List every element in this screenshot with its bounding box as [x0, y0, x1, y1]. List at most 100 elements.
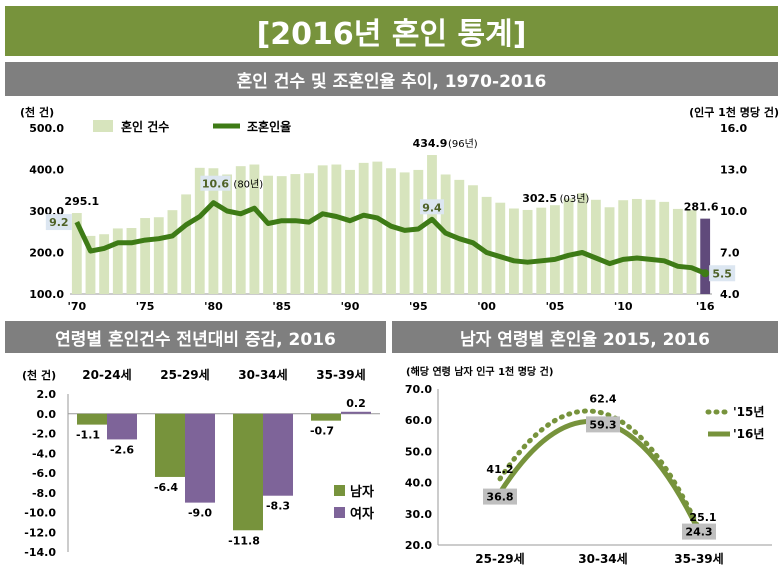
- bar-marriages: [85, 235, 96, 294]
- data-label-bg: [483, 488, 517, 505]
- y-left-tick-label: 200.0: [29, 247, 64, 260]
- data-label: 25.1: [689, 511, 716, 524]
- y-left-tick-label: 100.0: [29, 288, 64, 301]
- legend-swatch-female: [334, 507, 345, 518]
- bar-marriages: [71, 213, 82, 294]
- y-tick-label: 30.0: [405, 508, 432, 521]
- right-chart-title: 남자 연령별 혼인율 2015, 2016: [392, 321, 778, 353]
- bar-male: [233, 413, 263, 531]
- x-tick-label: '75: [136, 300, 155, 313]
- y-tick-label: 50.0: [405, 445, 432, 458]
- bar-female: [107, 413, 137, 440]
- y-tick-label: 20.0: [405, 539, 432, 552]
- category-label: 20-24세: [82, 367, 131, 382]
- data-label: 10.6: [202, 178, 229, 191]
- bar-marriages: [181, 194, 192, 294]
- y-right-tick-label: 4.0: [720, 288, 740, 301]
- legend-label-male: 남자: [350, 484, 374, 500]
- data-label: -0.7: [310, 425, 334, 438]
- bar-marriages: [577, 193, 588, 294]
- x-tick-label: '00: [477, 300, 496, 313]
- category-label: 35-39세: [674, 551, 723, 566]
- bar-marriages: [700, 218, 711, 294]
- bar-marriages: [686, 210, 697, 294]
- data-label: -11.8: [228, 534, 260, 547]
- top-chart-title: 혼인 건수 및 조혼인율 추이, 1970-2016: [5, 62, 778, 96]
- x-tick-label: '05: [546, 300, 565, 313]
- legend-swatch-bars: [93, 120, 113, 132]
- y-tick-label: 2.0: [37, 388, 57, 401]
- y-right-tick-label: 7.0: [720, 247, 740, 260]
- data-label-note: (80년): [233, 179, 263, 191]
- y-tick-label: -14.0: [24, 546, 56, 559]
- bar-marriages: [536, 207, 547, 294]
- category-label: 35-39세: [316, 367, 365, 382]
- data-label: 24.3: [685, 526, 712, 539]
- y-unit: (해당 연령 남자 인구 1천 명당 건): [406, 365, 553, 378]
- y-right-tick-label: 10.0: [720, 205, 747, 218]
- data-label: 9.2: [49, 216, 69, 229]
- data-label-bg: [419, 199, 444, 215]
- bar-marriages: [358, 162, 369, 294]
- bar-marriages: [235, 166, 246, 294]
- bar-marriages: [590, 199, 601, 294]
- bar-marriages: [99, 234, 110, 294]
- bar-marriages: [304, 173, 314, 294]
- x-tick-label: '90: [341, 300, 360, 313]
- data-label-bg: [586, 416, 620, 433]
- bar-marriages: [631, 198, 642, 294]
- marriage-trend-chart: 100.0200.0300.0400.0500.04.07.010.013.01…: [20, 105, 779, 313]
- bar-marriages: [509, 208, 519, 294]
- bar-marriages: [481, 196, 492, 294]
- page-title: [2016년 혼인 통계]: [5, 6, 778, 56]
- legend-swatch-male: [334, 485, 345, 496]
- data-label: 62.4: [589, 393, 616, 406]
- bar-marriages: [399, 172, 410, 294]
- legend-label-female: 여자: [350, 506, 374, 522]
- data-label: 41.2: [486, 463, 513, 476]
- y-tick-label: 40.0: [405, 477, 432, 490]
- data-label: 9.4: [422, 201, 442, 214]
- data-label: -9.0: [188, 507, 212, 520]
- bar-marriages: [249, 164, 260, 294]
- bar-male: [77, 413, 107, 425]
- y-right-tick-label: 16.0: [720, 122, 747, 135]
- bar-marriages: [208, 168, 219, 294]
- bar-marriages: [263, 175, 273, 294]
- y-tick-label: -6.0: [32, 467, 56, 480]
- legend-label-bars: 혼인 건수: [121, 119, 169, 134]
- legend-label-line: 조혼인율: [247, 119, 291, 134]
- line-crude-rate: [74, 200, 707, 276]
- y-left-tick-label: 500.0: [29, 122, 64, 135]
- data-label: 59.3: [589, 418, 616, 431]
- data-label: 281.6: [684, 201, 719, 214]
- y-right-unit: (인구 1천 명당 건): [689, 105, 779, 119]
- y-tick-label: -8.0: [32, 487, 56, 500]
- legend-label-2015: '15년: [733, 405, 764, 419]
- legend-label-2016: '16년: [733, 427, 764, 441]
- x-tick-label: '16: [696, 300, 715, 313]
- age-change-chart: 2.0 0.0 -2.0 -4.0 -6.0 -8.0 -10.0 -12.0 -14.0 (천 …: [22, 367, 380, 559]
- bar-marriages: [645, 199, 656, 294]
- bar-marriages: [659, 201, 670, 294]
- data-label: -8.3: [266, 500, 290, 513]
- bar-marriages: [522, 209, 533, 294]
- y-tick-label: 70.0: [405, 383, 432, 396]
- y-tick-label: -12.0: [24, 526, 56, 539]
- bar-marriages: [618, 200, 629, 294]
- data-label-bg: [682, 523, 716, 540]
- data-label: 295.1: [64, 195, 99, 208]
- x-tick-label: '85: [272, 300, 291, 313]
- x-tick-label: '80: [204, 300, 223, 313]
- x-tick-label: '10: [614, 300, 633, 313]
- category-label: 25-29세: [160, 367, 209, 382]
- bar-marriages: [386, 168, 396, 294]
- bar-marriages: [126, 228, 137, 294]
- data-label-bg: [45, 214, 72, 231]
- y-tick-label: 60.0: [405, 414, 432, 427]
- bar-marriages: [140, 218, 151, 294]
- y-right-tick-label: 13.0: [720, 164, 747, 177]
- bar-male: [311, 413, 341, 421]
- bar-marriages: [372, 161, 383, 294]
- male-rate-chart: 20.0 30.0 40.0 50.0 60.0 70.0 (해당 연령 남자 인구 1천 …: [405, 365, 772, 566]
